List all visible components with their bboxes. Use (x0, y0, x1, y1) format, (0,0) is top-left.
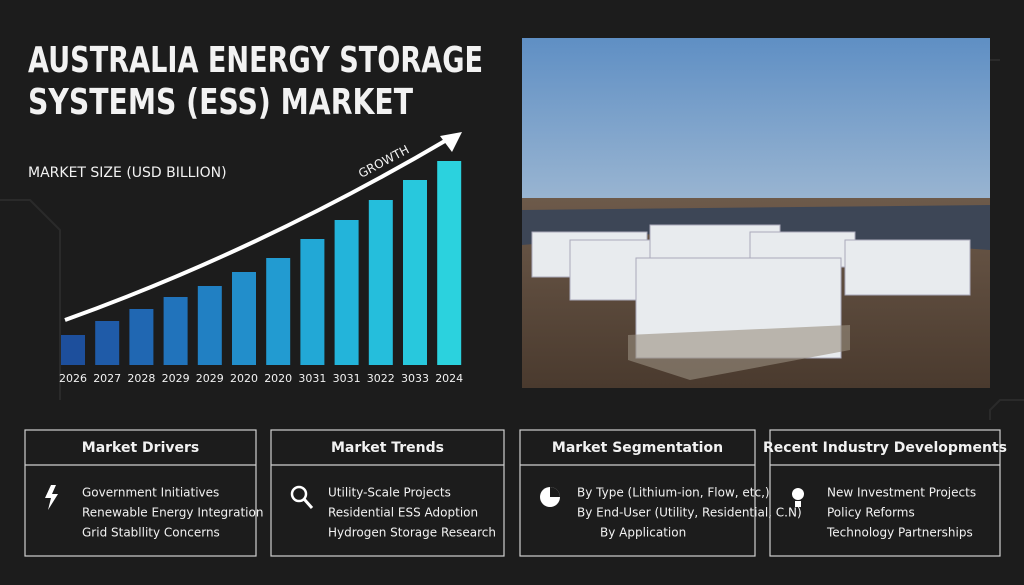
panel-item: Hydrogen Storage Research (328, 526, 496, 540)
bar (129, 309, 154, 365)
bar (334, 220, 359, 365)
x-tick-label: 2029 (162, 372, 190, 385)
title-line: SYSTEMS (ESS) MARKET (28, 82, 413, 123)
panel-item: Technology Partnerships (826, 526, 973, 540)
icon-pie-slice (550, 487, 560, 497)
bar (197, 286, 222, 365)
bar (232, 272, 256, 365)
panel-title: Market Segmentation (552, 440, 723, 456)
x-tick-label: 3022 (367, 372, 395, 385)
x-tick-label: 3033 (401, 372, 429, 385)
panel-item: By Type (Lithium-ion, Flow, etc,) (577, 486, 770, 500)
x-tick-label: 2026 (59, 372, 87, 385)
bar (163, 297, 188, 365)
icon-bulb (792, 488, 804, 500)
x-tick-label: 2024 (435, 372, 463, 385)
panel-item: Policy Reforms (827, 506, 915, 520)
arrow-head (440, 132, 462, 152)
panel-item: Renewable Energy Integration (82, 506, 263, 520)
bar (300, 239, 325, 365)
chart-title: MARKET SIZE (USD BILLION) (28, 165, 227, 181)
bar (95, 321, 120, 365)
panel-item: New Investment Projects (827, 486, 976, 500)
panel-item: Residential ESS Adoption (328, 506, 478, 520)
panel-title: Market Trends (331, 440, 444, 456)
panel-item: Utility-Scale Projects (328, 486, 451, 500)
panel-item: By Application (600, 526, 686, 540)
panel (270, 429, 505, 557)
x-tick-label: 2020 (230, 372, 258, 385)
icon-bolt (45, 485, 58, 510)
bar (437, 161, 462, 365)
bar (61, 335, 85, 365)
icon-bulb-base (795, 501, 801, 507)
x-tick-label: 3031 (333, 372, 361, 385)
panel-item: By End-User (Utility, Residential, C.N) (577, 506, 802, 520)
panel-title: Market Drivers (82, 440, 199, 456)
title-line: AUSTRALIA ENERGY STORAGE (28, 40, 483, 81)
panel (769, 429, 1001, 557)
panel-item: Government Initiatives (82, 486, 219, 500)
panel (24, 429, 257, 557)
x-tick-label: 3031 (298, 372, 326, 385)
panel-item: Grid Stabllity Concerns (82, 526, 220, 540)
x-tick-label: 2020 (264, 372, 292, 385)
icon-search-handle (302, 498, 314, 509)
panel-title: Recent Industry Developments (763, 440, 1007, 456)
growth-arrow (64, 136, 452, 322)
photo (522, 38, 990, 388)
bar (266, 258, 291, 365)
x-tick-label: 2028 (127, 372, 155, 385)
bar (403, 180, 427, 365)
bar (368, 200, 393, 365)
x-tick-label: 2029 (196, 372, 224, 385)
icon-search (290, 485, 308, 503)
panel (519, 429, 756, 557)
x-tick-label: 2027 (93, 372, 121, 385)
